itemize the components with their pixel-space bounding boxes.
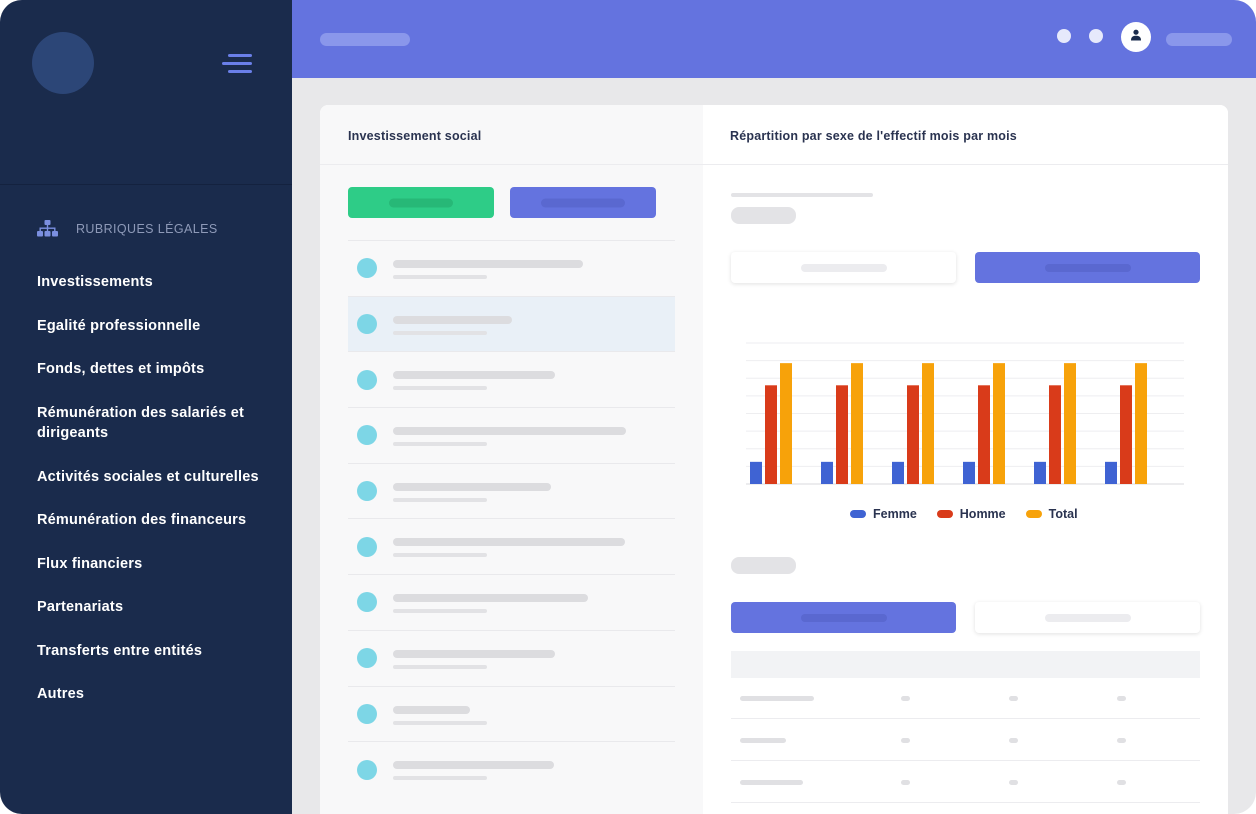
legend-item-femme: Femme [850, 507, 917, 521]
legend-item-homme: Homme [936, 507, 1006, 521]
bar-total-5[interactable] [1064, 363, 1076, 484]
notification-dot[interactable] [1057, 29, 1071, 43]
sidebar-item-flux-financiers[interactable]: Flux financiers [37, 555, 143, 572]
logo[interactable] [32, 32, 94, 94]
list-item[interactable] [348, 629, 675, 686]
sidebar-item-egalite-professionnelle[interactable]: Egalité professionnelle [37, 317, 201, 334]
bar-homme-4[interactable] [978, 385, 990, 484]
bar-total-3[interactable] [922, 363, 934, 484]
menu-toggle-icon[interactable] [218, 52, 252, 76]
bar-homme-2[interactable] [836, 385, 848, 484]
main-card: Investissement social Répartition par se… [320, 105, 1228, 814]
legend-swatch-total [1025, 510, 1042, 518]
bar-total-6[interactable] [1135, 363, 1147, 484]
table-header [731, 651, 1200, 678]
list-item[interactable] [348, 351, 675, 407]
sidebar-item-fonds-dettes-impots[interactable]: Fonds, dettes et impôts [37, 361, 205, 377]
left-panel-title: Investissement social [348, 129, 482, 143]
bar-total-4[interactable] [993, 363, 1005, 484]
legend-swatch-femme [850, 510, 866, 518]
table-row[interactable] [731, 678, 1200, 719]
subtitle-placeholder [731, 193, 873, 197]
settings-dot[interactable] [1089, 29, 1103, 43]
topbar [292, 0, 1256, 78]
legend-swatch-homme [936, 510, 953, 518]
bar-femme-4[interactable] [963, 461, 975, 484]
legend-label-homme: Homme [959, 507, 1006, 521]
legend-label-femme: Femme [873, 507, 917, 521]
sidebar-item-autres[interactable]: Autres [37, 686, 85, 702]
section-label: RUBRIQUES LÉGALES [76, 221, 218, 236]
sidebar-nav: Investissements Egalité professionnelle … [37, 272, 277, 728]
avatar[interactable] [1121, 22, 1151, 52]
left-panel [320, 105, 703, 814]
bar-femme-2[interactable] [821, 461, 833, 484]
period-toggle-active[interactable] [975, 252, 1200, 283]
list-item[interactable] [348, 518, 675, 574]
chart-legend: Femme Homme Total [850, 507, 1078, 521]
section-placeholder [731, 557, 796, 574]
legend-item-total: Total [1025, 507, 1078, 521]
bar-homme-3[interactable] [907, 385, 919, 484]
bar-femme-3[interactable] [892, 461, 904, 484]
bar-homme-6[interactable] [1120, 385, 1132, 484]
page-title-placeholder [320, 33, 410, 46]
list-item[interactable] [348, 574, 675, 630]
bar-total-2[interactable] [851, 363, 863, 484]
filter-button[interactable] [510, 187, 656, 218]
sidebar-item-partenariats[interactable]: Partenariats [37, 599, 124, 615]
bar-femme-1[interactable] [750, 461, 762, 484]
value-placeholder [731, 207, 796, 224]
sidebar-item-transferts[interactable]: Transferts entre entités [37, 642, 203, 659]
bar-homme-5[interactable] [1049, 385, 1061, 484]
table-row[interactable] [731, 762, 1200, 803]
sidebar: RUBRIQUES LÉGALES Investissements Egalit… [0, 0, 292, 814]
table-toggle-active[interactable] [731, 602, 956, 633]
user-name-placeholder[interactable] [1166, 33, 1232, 46]
list-item[interactable] [348, 741, 675, 797]
list-item[interactable] [348, 407, 675, 463]
period-toggle-inactive[interactable] [731, 252, 956, 283]
right-panel-title: Répartition par sexe de l'effectif mois … [730, 129, 1017, 143]
investment-list [348, 240, 675, 797]
sidebar-item-investissements[interactable]: Investissements [37, 274, 153, 290]
table-toggle-inactive[interactable] [975, 602, 1200, 633]
legend-label-total: Total [1048, 507, 1078, 521]
list-item[interactable] [348, 685, 675, 742]
section-header: RUBRIQUES LÉGALES [37, 220, 218, 237]
sidebar-item-activites-sociales[interactable]: Activités sociales et culturelles [37, 468, 259, 485]
sidebar-item-remuneration-financeurs[interactable]: Rémunération des financeurs [37, 512, 247, 528]
list-item[interactable] [348, 240, 675, 296]
bar-total-1[interactable] [780, 363, 792, 484]
gender-bar-chart [746, 342, 1184, 485]
list-item-selected[interactable] [348, 295, 675, 352]
sitemap-icon [37, 220, 58, 237]
user-icon [1130, 28, 1142, 46]
title-divider [320, 164, 1228, 165]
bar-femme-6[interactable] [1105, 461, 1117, 484]
bar-homme-1[interactable] [765, 385, 777, 484]
bar-femme-5[interactable] [1034, 461, 1046, 484]
list-item[interactable] [348, 462, 675, 519]
sidebar-item-remuneration-salaries[interactable]: Rémunération des salariés et dirigeants [37, 404, 245, 442]
sidebar-divider [0, 184, 292, 185]
add-button[interactable] [348, 187, 494, 218]
table-row[interactable] [731, 720, 1200, 761]
